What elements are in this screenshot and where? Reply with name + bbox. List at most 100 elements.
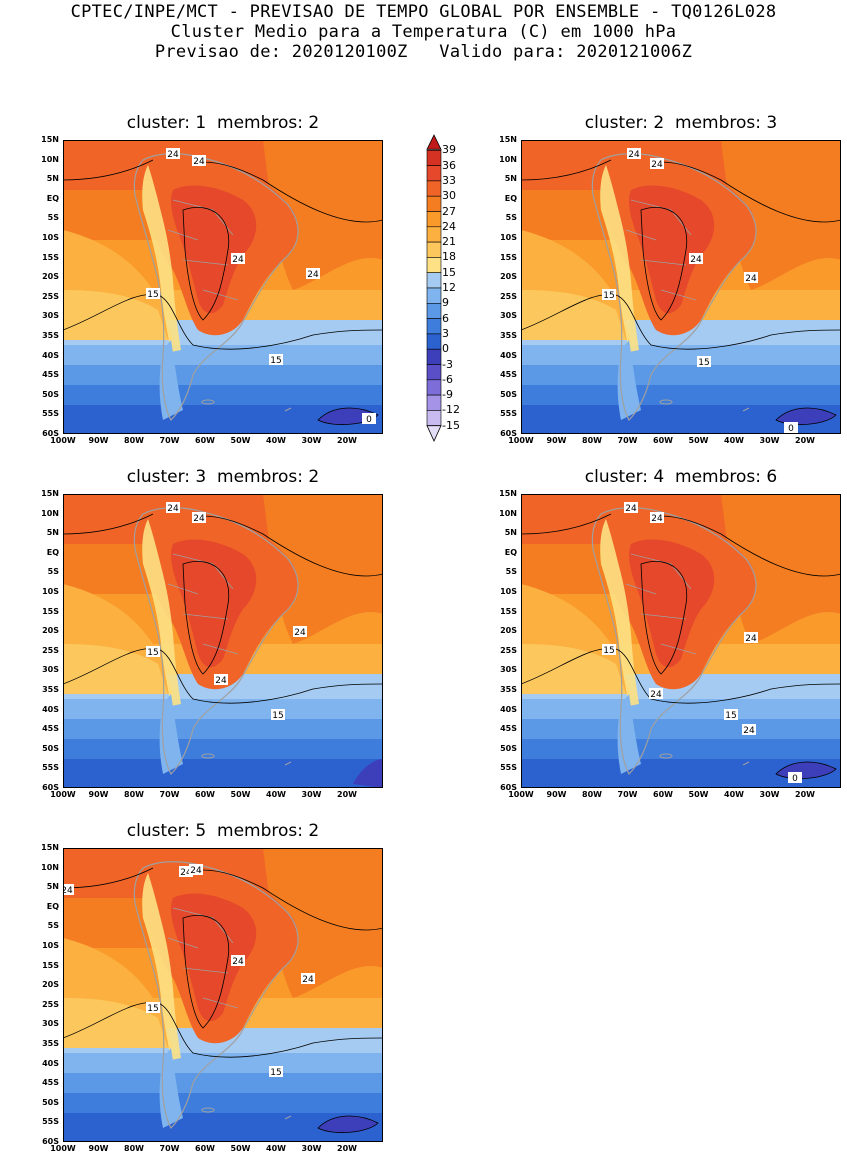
lon-tick-label: 90W <box>546 436 567 445</box>
colorbar-swatch <box>426 165 442 182</box>
contour-label: 24 <box>231 955 245 967</box>
lat-tick-label: 25S <box>42 291 59 301</box>
contour-15 <box>63 647 383 704</box>
lat-tick-label: 20S <box>42 626 59 636</box>
south-georgia <box>742 407 750 412</box>
lat-tick-label: 15S <box>500 606 517 616</box>
lat-tick-label: 10S <box>500 587 517 596</box>
panel-title-cluster-5: cluster: 5 membros: 2 <box>126 821 320 841</box>
lon-tick-label: 70W <box>617 790 638 799</box>
lat-tick-label: 35S <box>42 685 59 694</box>
lat-tick-label: 5S <box>505 213 517 223</box>
contour-label: 24 <box>214 674 228 686</box>
contour-0-region <box>353 759 383 788</box>
contour-27 <box>640 207 688 321</box>
map-frame <box>521 140 841 434</box>
lat-tick-label: 50S <box>42 1097 59 1107</box>
lon-tick-label: 30W <box>301 790 322 799</box>
map-frame <box>521 494 841 788</box>
colorbar-label: -12 <box>442 403 460 417</box>
colorbar-swatch <box>426 333 442 350</box>
colorbar-swatch <box>426 348 442 365</box>
panel-title-cluster-2: cluster: 2 membros: 3 <box>584 113 778 133</box>
colorbar-swatch <box>426 379 442 396</box>
lat-tick-label: 15N <box>41 135 59 144</box>
contour-label: 24 <box>742 724 756 736</box>
contour-label: 0 <box>784 422 798 434</box>
lon-tick-label: 100W <box>508 436 534 445</box>
lat-tick-label: 5S <box>505 567 517 577</box>
colorbar-label: 21 <box>442 235 456 249</box>
figure-title-line-3: Previsao de: 2020120100Z Valido para: 20… <box>154 42 693 62</box>
colorbar-label: 0 <box>442 342 449 356</box>
southern-cone-region <box>617 340 641 420</box>
contour-label-text: 24 <box>190 866 202 876</box>
contour-label-text: 24 <box>232 255 244 265</box>
colorbar-swatch <box>426 257 442 274</box>
map-frame <box>63 140 383 434</box>
lon-tick-label: 100W <box>508 790 534 799</box>
contour-24 <box>521 159 841 223</box>
contour-label-text: 0 <box>788 424 794 434</box>
south-georgia <box>284 407 292 412</box>
lat-tick-label: 10N <box>41 508 59 518</box>
map-frame <box>63 494 383 788</box>
lat-tick-label: 10N <box>41 154 59 164</box>
contour-label: 24 <box>624 502 638 514</box>
lat-tick-label: 15N <box>41 489 59 498</box>
contour-15 <box>521 647 841 704</box>
figure-title-line-2: Cluster Medio para a Temperatura (C) em … <box>170 22 677 42</box>
colorbar-swatch <box>426 410 442 426</box>
lon-tick-label: 80W <box>124 1144 144 1153</box>
contour-15 <box>521 293 841 350</box>
andes-cool-strip <box>142 165 181 352</box>
lat-tick-label: 50S <box>42 743 59 753</box>
contour-label: 24 <box>650 158 664 170</box>
atlantic-warm-region <box>721 140 841 290</box>
lon-tick-label: 100W <box>50 1144 76 1153</box>
lat-tick-label: 60S <box>42 429 59 438</box>
lon-tick-label: 90W <box>88 436 109 445</box>
lon-tick-label: 30W <box>759 436 780 445</box>
atlantic-warm-region <box>263 848 383 998</box>
contour-24 <box>521 513 841 577</box>
contour-label: 24 <box>179 866 193 878</box>
panel-title-cluster-1: cluster: 1 membros: 2 <box>126 113 320 133</box>
lon-tick-label: 60W <box>195 790 215 799</box>
contour-label-text: 15 <box>603 646 614 656</box>
southern-cone-region <box>159 694 183 774</box>
contour-15 <box>63 293 383 350</box>
pacific-yellow-region <box>521 290 626 340</box>
contour-27 <box>182 207 230 321</box>
lat-tick-label: 60S <box>500 429 517 438</box>
lon-tick-label: 20W <box>795 436 815 445</box>
lat-tick-label: 40S <box>500 704 517 714</box>
colorbar-label: -9 <box>442 388 453 402</box>
lat-tick-label: 15S <box>500 252 517 262</box>
colorbar-label: 3 <box>442 326 449 340</box>
panel-title-cluster-4: cluster: 4 membros: 6 <box>584 467 778 487</box>
atlantic-warm-region <box>263 494 383 644</box>
contour-label-text: 0 <box>792 774 798 784</box>
contour-label: 24 <box>166 148 180 160</box>
contour-label-text: 24 <box>215 676 227 686</box>
contour-label-text: 24 <box>690 255 702 265</box>
contour-label-text: 15 <box>147 290 158 300</box>
colorbar-label: 39 <box>442 143 456 157</box>
andes-cool-strip <box>600 519 639 706</box>
lon-tick-label: 30W <box>759 790 780 799</box>
lon-tick-label: 60W <box>195 1144 215 1153</box>
lon-tick-label: 70W <box>159 1144 180 1153</box>
lat-tick-label: 5S <box>47 213 59 223</box>
continent-hot-core <box>170 185 257 314</box>
lon-tick-label: 50W <box>230 1144 251 1153</box>
lat-tick-label: 45S <box>42 370 59 380</box>
contour-label-text: 15 <box>147 648 158 658</box>
colorbar-label: -15 <box>442 418 460 432</box>
continent-hot-core <box>170 539 257 668</box>
colorbar-label: 12 <box>442 281 456 294</box>
lon-tick-label: 40W <box>266 436 286 445</box>
contour-label-text: 24 <box>628 150 640 160</box>
contour-24 <box>63 159 383 223</box>
falkland-islands <box>201 753 215 759</box>
